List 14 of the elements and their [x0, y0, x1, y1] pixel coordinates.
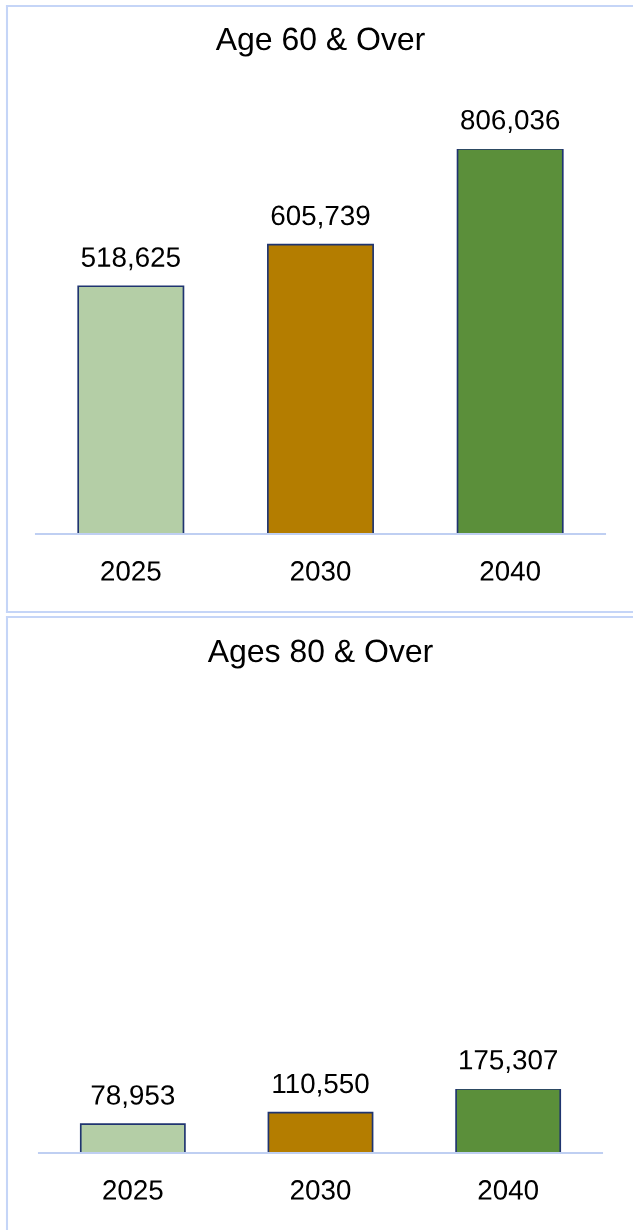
data-label: 78,953 — [91, 1085, 175, 1109]
chart-title: Ages 80 & Over — [207, 639, 433, 669]
x-tick-label: 2025 — [103, 1180, 163, 1200]
x-tick-label: 2025 — [101, 561, 161, 581]
data-label: 806,036 — [461, 109, 560, 133]
x-tick-label: 2030 — [291, 1180, 351, 1200]
x-tick-label: 2030 — [291, 561, 351, 581]
x-tick-label: 2040 — [480, 561, 540, 581]
data-label: 605,739 — [271, 205, 370, 229]
data-label: 110,550 — [273, 1073, 369, 1097]
data-label: 175,307 — [460, 1049, 557, 1073]
data-label: 518,625 — [81, 247, 180, 271]
chart-title: Age 60 & Over — [215, 27, 425, 57]
x-tick-label: 2040 — [478, 1180, 538, 1200]
